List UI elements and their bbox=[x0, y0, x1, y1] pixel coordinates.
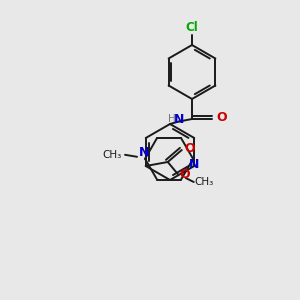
Text: N: N bbox=[139, 146, 149, 159]
Text: O: O bbox=[180, 169, 190, 182]
Text: CH₃: CH₃ bbox=[195, 177, 214, 187]
Text: O: O bbox=[185, 142, 195, 155]
Text: H: H bbox=[168, 115, 176, 124]
Text: Cl: Cl bbox=[186, 21, 198, 34]
Text: N: N bbox=[189, 158, 199, 171]
Text: O: O bbox=[216, 111, 226, 124]
Text: N: N bbox=[174, 113, 184, 126]
Text: CH₃: CH₃ bbox=[103, 150, 122, 160]
